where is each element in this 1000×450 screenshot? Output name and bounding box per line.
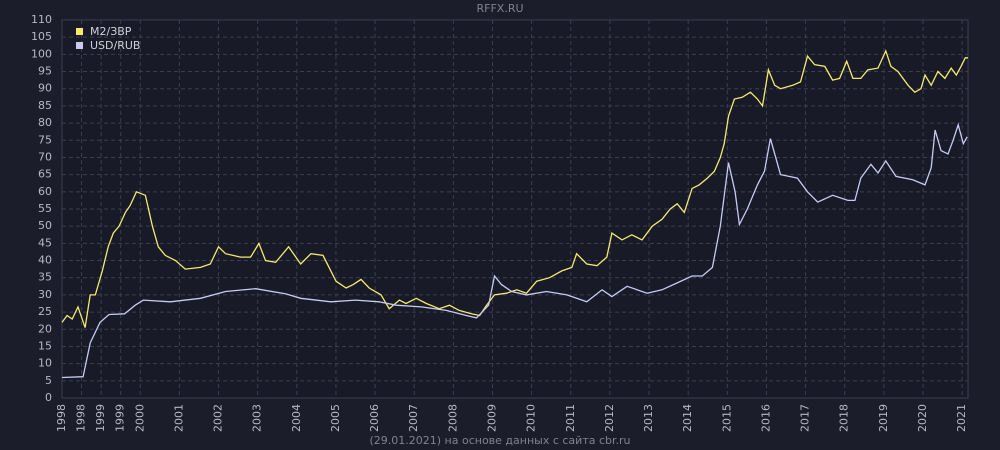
x-tick-label: 2012 [603, 404, 616, 432]
y-tick-label: 90 [38, 82, 52, 95]
legend-swatch [76, 28, 83, 35]
y-tick-label: 30 [38, 288, 52, 301]
x-tick-label: 1998 [55, 404, 68, 432]
x-tick-label: 2011 [564, 404, 577, 432]
x-tick-label: 2014 [681, 404, 694, 432]
y-tick-label: 80 [38, 116, 52, 129]
y-tick-label: 65 [38, 168, 52, 181]
y-tick-label: 50 [38, 219, 52, 232]
x-tick-label: 2013 [642, 404, 655, 432]
legend-label: M2/ЗВР [90, 25, 132, 38]
y-tick-label: 100 [31, 47, 52, 60]
y-tick-label: 20 [38, 322, 52, 335]
x-tick-label: 1998 [75, 404, 88, 432]
y-tick-label: 70 [38, 150, 52, 163]
x-tick-label: 2019 [877, 404, 890, 432]
footnote: (29.01.2021) на основе данных с сайта cb… [369, 434, 630, 447]
x-tick-label: 2006 [368, 404, 381, 432]
x-tick-label: 2009 [485, 404, 498, 432]
y-tick-label: 15 [38, 339, 52, 352]
x-tick-label: 2008 [446, 404, 459, 432]
series-line [61, 49, 968, 328]
y-tick-label: 105 [31, 30, 52, 43]
x-tick-label: 2004 [290, 404, 303, 432]
y-tick-label: 35 [38, 271, 52, 284]
x-tick-label: 2015 [720, 404, 733, 432]
y-tick-label: 75 [38, 133, 52, 146]
x-tick-label: 2021 [955, 404, 968, 432]
y-tick-label: 45 [38, 236, 52, 249]
x-tick-label: 1999 [114, 404, 127, 432]
y-tick-label: 10 [38, 357, 52, 370]
y-tick-label: 55 [38, 202, 52, 215]
x-tick-label: 2016 [759, 404, 772, 432]
x-tick-label: 2000 [133, 404, 146, 432]
x-tick-label: 2005 [329, 404, 342, 432]
series-line [61, 122, 968, 379]
chart-title: RFFX.RU [476, 2, 523, 15]
y-tick-label: 5 [45, 374, 52, 387]
legend-label: USD/RUB [90, 39, 140, 52]
y-tick-label: 0 [45, 391, 52, 404]
legend-swatch [76, 42, 83, 49]
y-tick-label: 110 [31, 13, 52, 26]
x-tick-label: 2003 [251, 404, 264, 432]
y-tick-label: 25 [38, 305, 52, 318]
y-tick-label: 40 [38, 254, 52, 267]
x-tick-label: 2020 [916, 404, 929, 432]
x-tick-label: 1999 [94, 404, 107, 432]
y-tick-label: 60 [38, 185, 52, 198]
y-tick-label: 85 [38, 99, 52, 112]
x-tick-label: 2010 [525, 404, 538, 432]
x-tick-label: 2017 [799, 404, 812, 432]
x-tick-label: 2001 [172, 404, 185, 432]
y-tick-label: 95 [38, 65, 52, 78]
x-tick-label: 2007 [407, 404, 420, 432]
x-tick-label: 2002 [212, 404, 225, 432]
x-tick-label: 2018 [838, 404, 851, 432]
